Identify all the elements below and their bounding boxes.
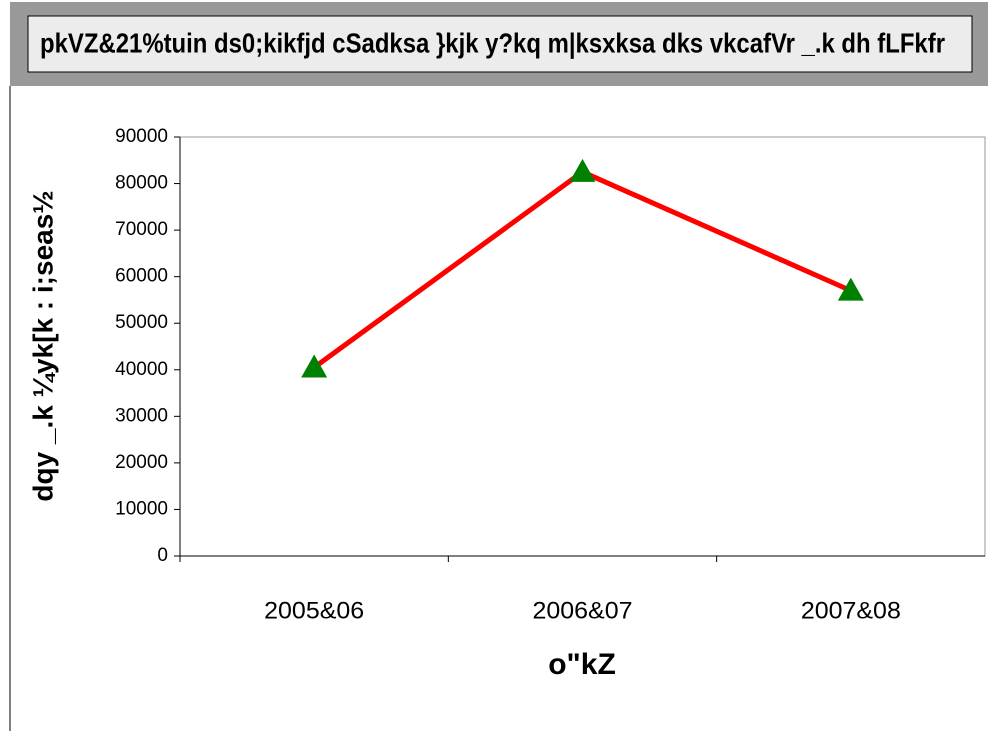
y-tick-label: 50000 [115,312,168,333]
y-tick-label: 30000 [115,405,168,426]
x-axis-label: o"kZ [548,648,616,681]
x-tick-label: 2006&07 [533,597,633,624]
y-tick-label: 40000 [115,359,168,380]
y-tick-label: 90000 [115,126,168,147]
y-tick-label: 0 [157,545,168,566]
y-tick-label: 10000 [115,498,168,519]
plot-area [179,136,986,557]
y-axis-label: dqy _.k ¼yk[k : i;seas½ [27,190,58,501]
y-tick-label: 20000 [115,452,168,473]
x-tick-label: 2007&08 [801,597,901,624]
x-tick-label: 2005&06 [264,597,364,624]
marker [569,158,596,182]
marker [301,354,328,378]
chart-title: pkVZ&21%tuin ds0;kikfjd cSadksa }kjk y?k… [40,27,945,58]
y-tick-label: 60000 [115,266,168,287]
y-tick-label: 70000 [115,219,168,240]
marker [837,277,864,301]
y-tick-label: 80000 [115,173,168,194]
title-box [27,15,973,73]
